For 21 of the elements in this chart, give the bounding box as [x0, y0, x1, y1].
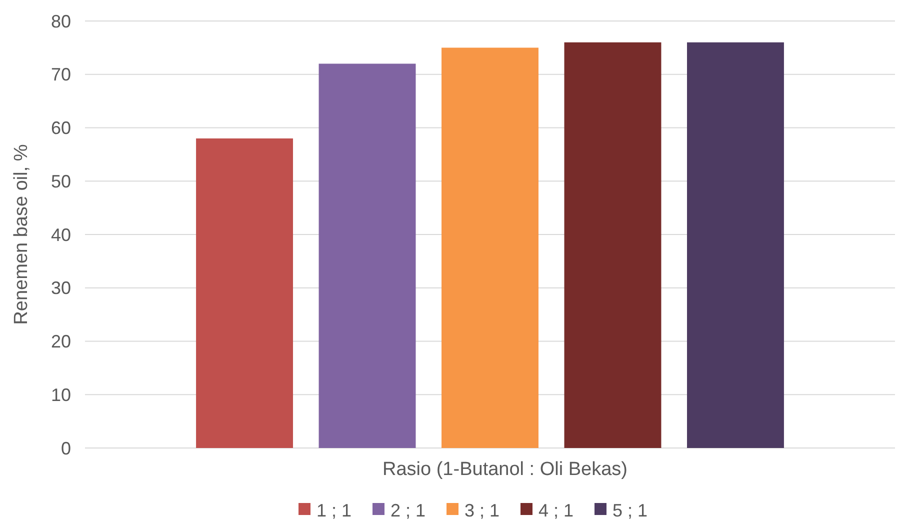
- y-tick-label: 20: [50, 332, 71, 352]
- y-tick-label: 10: [50, 384, 71, 405]
- y-tick-label: 50: [50, 171, 71, 192]
- legend-label: 5 ; 1: [612, 500, 648, 520]
- legend-label: 2 ; 1: [390, 500, 426, 520]
- y-tick-label: 70: [50, 64, 71, 85]
- bar: [196, 138, 293, 448]
- y-tick-label: 60: [50, 118, 71, 138]
- y-axis-title: Renemen base oil, %: [11, 144, 32, 325]
- y-tick-label: 80: [50, 11, 71, 32]
- legend-label: 4 ; 1: [538, 500, 574, 520]
- bar: [564, 42, 662, 448]
- x-axis-title: Rasio (1-Butanol : Oli Bekas): [382, 459, 628, 480]
- bar: [442, 48, 538, 448]
- y-tick-label: 40: [50, 224, 71, 245]
- y-tick-label: 0: [60, 438, 71, 458]
- legend-label: 3 ; 1: [464, 500, 500, 520]
- legend-label: 1 ; 1: [316, 500, 352, 520]
- bar: [318, 64, 416, 448]
- y-tick-label: 30: [50, 278, 71, 298]
- bar: [686, 42, 784, 448]
